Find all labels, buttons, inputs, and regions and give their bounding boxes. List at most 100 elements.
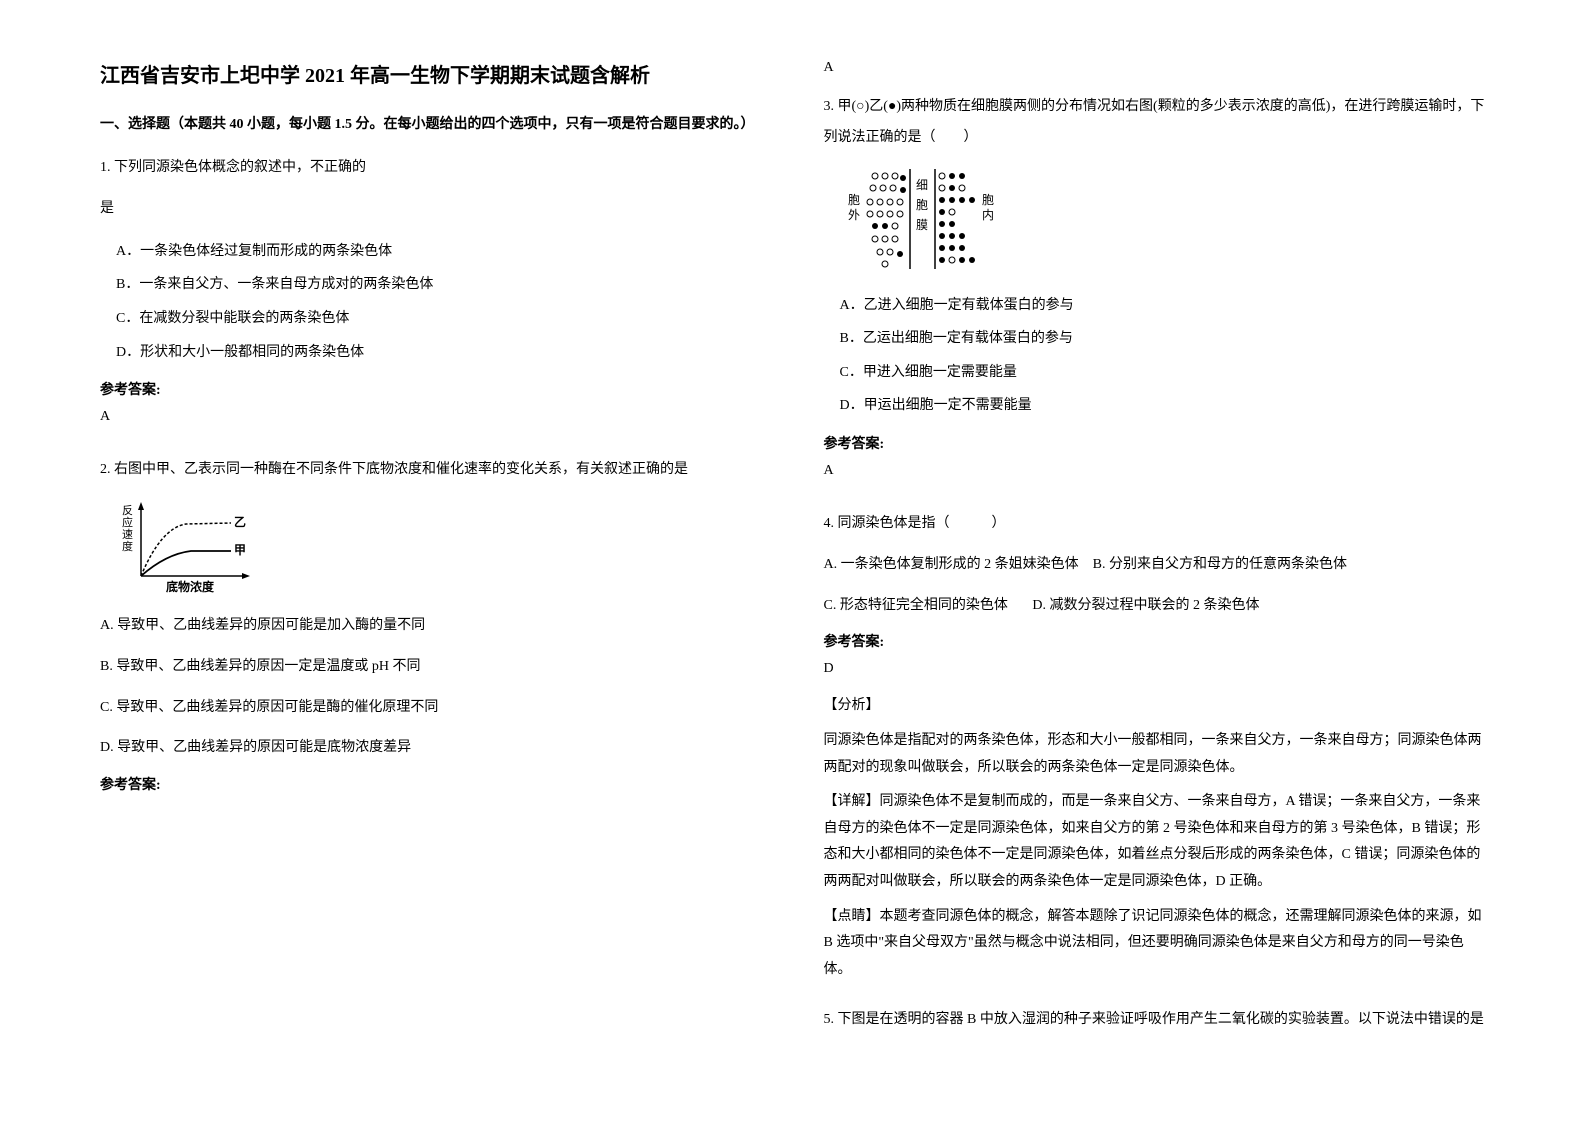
q4-options-row-2: C. 形态特征完全相同的染色体 D. 减数分裂过程中联会的 2 条染色体	[824, 591, 1488, 622]
q1-stem-2: 是	[100, 194, 764, 225]
question-1: 1. 下列同源染色体概念的叙述中，不正确的 是 A．一条染色体经过复制而形成的两…	[100, 153, 764, 441]
q4-point-p1: 【点睛】本题考查同源色体的概念，解答本题除了识记同源染色体的概念，还需理解同源染…	[824, 904, 1488, 984]
particle-fill	[900, 175, 906, 181]
particle-fill	[949, 173, 955, 179]
reaction-chart-svg: 反 应 速 度 乙 甲 底物浓度	[116, 496, 256, 596]
left-label-1: 胞	[848, 193, 860, 207]
mid-label-1: 细	[916, 178, 928, 192]
particle-fill	[939, 257, 945, 263]
q3-answer-label: 参考答案:	[824, 433, 1488, 453]
particle-open	[890, 185, 896, 191]
q4-analysis-label: 【分析】	[824, 693, 1488, 720]
q3-option-b: B．乙运出细胞一定有载体蛋白的参与	[824, 322, 1488, 356]
q4-detail-p1: 【详解】同源染色体不是复制而成的，而是一条来自父方、一条来自母方，A 错误；一条…	[824, 789, 1488, 895]
q3-answer: A	[824, 463, 1488, 479]
particle-open	[939, 185, 945, 191]
particle-open	[882, 261, 888, 267]
question-2: 2. 右图中甲、乙表示同一种酶在不同条件下底物浓度和催化速率的变化关系，有关叙述…	[100, 455, 764, 804]
particle-open	[877, 211, 883, 217]
particle-open	[897, 211, 903, 217]
particle-fill	[882, 223, 888, 229]
q1-option-a: A．一条染色体经过复制而形成的两条染色体	[100, 235, 764, 269]
q1-option-d: D．形状和大小一般都相同的两条染色体	[100, 336, 764, 370]
particle-open	[949, 257, 955, 263]
q4-option-c: C. 形态特征完全相同的染色体	[824, 598, 1008, 613]
right-column: A 3. 甲(○)乙(●)两种物质在细胞膜两侧的分布情况如右图(颗粒的多少表示浓…	[824, 60, 1488, 1062]
y-axis-label-4: 度	[122, 539, 133, 553]
particle-fill	[872, 223, 878, 229]
x-axis-label: 底物浓度	[166, 579, 215, 594]
particle-fill	[949, 185, 955, 191]
particle-open	[877, 199, 883, 205]
q3-option-a: A．乙进入细胞一定有载体蛋白的参与	[824, 289, 1488, 323]
x-arrow	[242, 573, 250, 579]
q2-stem: 2. 右图中甲、乙表示同一种酶在不同条件下底物浓度和催化速率的变化关系，有关叙述…	[100, 455, 764, 486]
y-arrow	[138, 502, 144, 510]
particle-fill	[949, 245, 955, 251]
particle-open	[867, 199, 873, 205]
particle-open	[892, 173, 898, 179]
y-axis-label-3: 速	[122, 528, 133, 541]
particle-open	[939, 173, 945, 179]
q3-stem: 3. 甲(○)乙(●)两种物质在细胞膜两侧的分布情况如右图(颗粒的多少表示浓度的…	[824, 92, 1488, 154]
particle-fill	[939, 221, 945, 227]
membrane-diagram-svg: 细 胞 膜 胞 外 胞 内	[840, 164, 1000, 274]
q1-answer-label: 参考答案:	[100, 379, 764, 399]
particle-open	[949, 209, 955, 215]
particle-fill	[939, 245, 945, 251]
y-axis-label-2: 应	[122, 515, 133, 529]
particle-fill	[959, 173, 965, 179]
q4-option-b: B. 分别来自父方和母方的任意两条染色体	[1093, 557, 1347, 572]
particle-open	[870, 185, 876, 191]
q5-stem: 5. 下图是在透明的容器 B 中放入湿润的种子来验证呼吸作用产生二氧化碳的实验装…	[824, 1005, 1488, 1036]
particle-fill	[939, 197, 945, 203]
particle-fill	[939, 209, 945, 215]
particle-open	[872, 236, 878, 242]
y-axis-label-1: 反	[122, 504, 133, 517]
particle-open	[882, 173, 888, 179]
particle-fill	[949, 221, 955, 227]
particle-fill	[949, 197, 955, 203]
right-label-2: 内	[982, 208, 994, 222]
curve-yi-label: 乙	[234, 515, 246, 529]
question-3: 3. 甲(○)乙(●)两种物质在细胞膜两侧的分布情况如右图(颗粒的多少表示浓度的…	[824, 92, 1488, 495]
particle-open	[892, 236, 898, 242]
q3-option-c: C．甲进入细胞一定需要能量	[824, 356, 1488, 390]
q2-option-c: C. 导致甲、乙曲线差异的原因可能是酶的催化原理不同	[100, 693, 764, 724]
particle-fill	[939, 233, 945, 239]
mid-label-2: 胞	[916, 198, 928, 212]
q4-analysis-p1: 同源染色体是指配对的两条染色体，形态和大小一般都相同，一条来自父方，一条来自母方…	[824, 728, 1488, 781]
q4-stem: 4. 同源染色体是指（ ）	[824, 509, 1488, 540]
q4-answer: D	[824, 661, 1488, 677]
curve-jia-label: 甲	[234, 543, 246, 557]
particle-open	[892, 223, 898, 229]
document-title: 江西省吉安市上圯中学 2021 年高一生物下学期期末试题含解析	[100, 60, 764, 92]
question-4: 4. 同源染色体是指（ ） A. 一条染色体复制形成的 2 条姐妹染色体 B. …	[824, 509, 1488, 991]
curve-yi	[141, 523, 231, 576]
q4-option-a: A. 一条染色体复制形成的 2 条姐妹染色体	[824, 557, 1079, 572]
left-column: 江西省吉安市上圯中学 2021 年高一生物下学期期末试题含解析 一、选择题（本题…	[100, 60, 764, 1062]
q2-answer-label: 参考答案:	[100, 774, 764, 794]
particle-open	[897, 199, 903, 205]
q2-option-d: D. 导致甲、乙曲线差异的原因可能是底物浓度差异	[100, 733, 764, 764]
particle-open	[867, 211, 873, 217]
particle-open	[877, 249, 883, 255]
q2-option-a: A. 导致甲、乙曲线差异的原因可能是加入酶的量不同	[100, 611, 764, 642]
particle-open	[959, 185, 965, 191]
particle-fill	[959, 257, 965, 263]
left-label-2: 外	[848, 208, 860, 222]
q2-option-b: B. 导致甲、乙曲线差异的原因一定是温度或 pH 不同	[100, 652, 764, 683]
q3-option-d: D．甲运出细胞一定不需要能量	[824, 389, 1488, 423]
particle-open	[872, 173, 878, 179]
particle-fill	[900, 187, 906, 193]
particle-open	[887, 211, 893, 217]
curve-jia	[141, 551, 231, 576]
q1-stem-1: 1. 下列同源染色体概念的叙述中，不正确的	[100, 153, 764, 184]
particle-open	[880, 185, 886, 191]
q1-option-c: C．在减数分裂中能联会的两条染色体	[100, 302, 764, 336]
particle-open	[882, 236, 888, 242]
q2-chart: 反 应 速 度 乙 甲 底物浓度	[116, 496, 764, 601]
particle-fill	[969, 197, 975, 203]
q4-options-row-1: A. 一条染色体复制形成的 2 条姐妹染色体 B. 分别来自父方和母方的任意两条…	[824, 550, 1488, 581]
question-5: 5. 下图是在透明的容器 B 中放入湿润的种子来验证呼吸作用产生二氧化碳的实验装…	[824, 1005, 1488, 1046]
